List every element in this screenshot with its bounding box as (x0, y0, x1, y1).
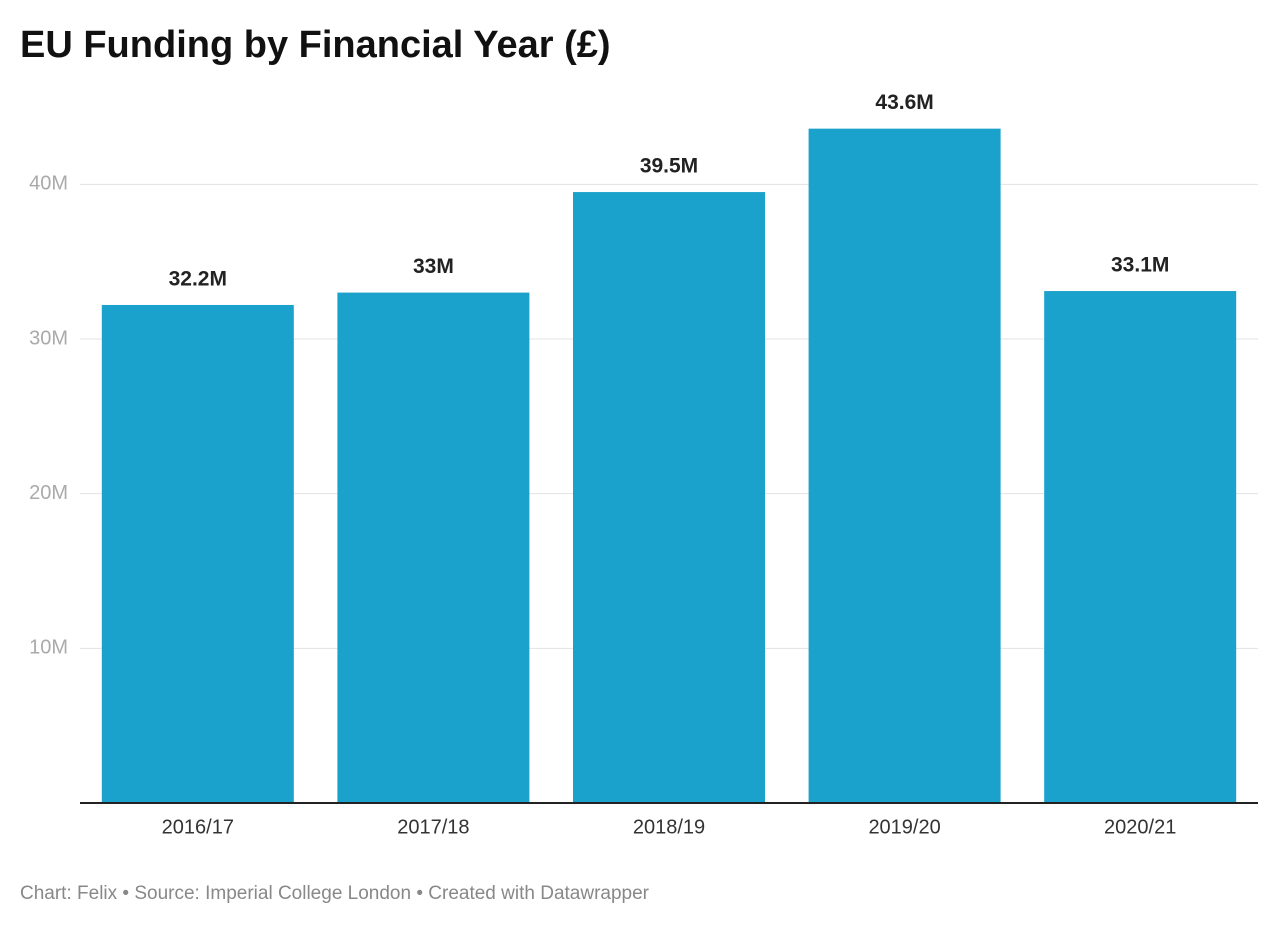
x-tick-label: 2017/18 (397, 816, 469, 838)
y-tick-label: 40M (29, 173, 68, 195)
y-tick-label: 10M (29, 637, 68, 659)
x-tick-label: 2020/21 (1104, 816, 1176, 838)
bar (808, 128, 1001, 804)
y-tick-label: 30M (29, 327, 68, 349)
bar (101, 304, 294, 803)
value-label: 33M (413, 255, 454, 278)
bar (573, 192, 765, 804)
y-tick-label: 20M (29, 482, 68, 504)
value-label: 39.5M (640, 155, 698, 178)
x-tick-label: 2019/20 (868, 816, 940, 838)
chart-title: EU Funding by Financial Year (£) (20, 24, 611, 66)
value-label: 43.6M (875, 91, 933, 114)
value-label: 32.2M (169, 268, 227, 291)
bar (337, 292, 530, 803)
chart-source: Chart: Felix • Source: Imperial College … (20, 883, 650, 904)
x-tick-label: 2016/17 (162, 816, 234, 838)
x-tick-label: 2018/19 (633, 816, 705, 838)
value-label: 33.1M (1111, 254, 1169, 277)
bar (1044, 291, 1237, 803)
